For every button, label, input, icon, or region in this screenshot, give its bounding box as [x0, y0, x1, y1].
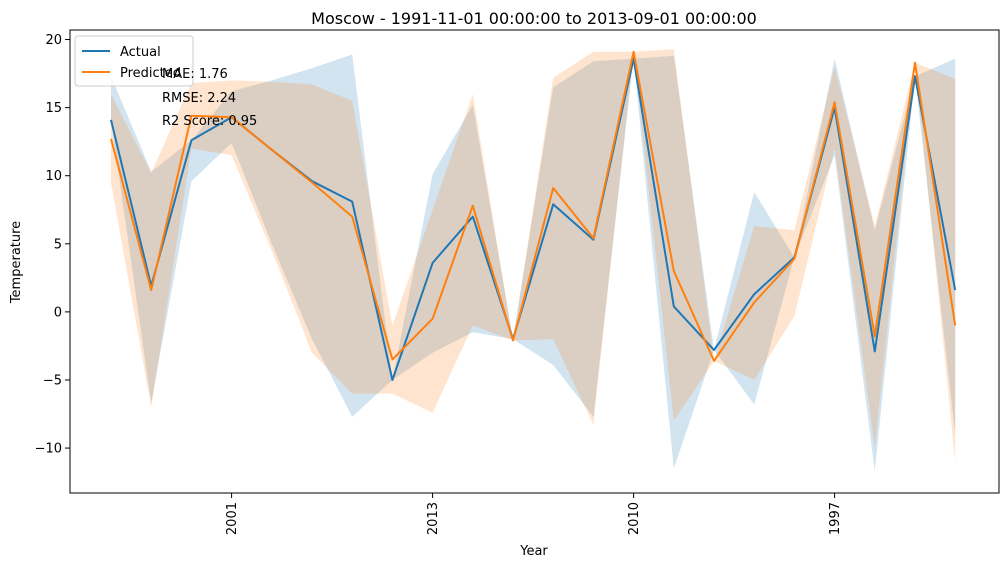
x-tick-label: 1997: [828, 502, 843, 535]
x-tick-label: 2001: [225, 502, 240, 535]
y-tick-label: 15: [45, 101, 62, 116]
legend-label-actual: Actual: [120, 45, 161, 60]
axes-frame: [69, 29, 1000, 494]
y-tick-label: 0: [54, 305, 62, 320]
series-line-predicted: [110, 50, 957, 362]
y-tick-label: 10: [45, 169, 62, 184]
metrics-annotation: MAE: 1.76 RMSE: 2.24 R2 Score: 0.95: [162, 67, 257, 129]
x-axis: 2001 2013 2010 1997: [225, 493, 843, 535]
x-tick-label: 2013: [426, 502, 441, 535]
y-tick-label: −10: [35, 442, 62, 457]
y-axis: −10 −5 0 5 10 15 20: [35, 33, 70, 457]
mae-text: MAE: 1.76: [162, 67, 228, 82]
y-tick-label: −5: [43, 373, 62, 388]
confidence-band-predicted: [111, 49, 956, 462]
rmse-text: RMSE: 2.24: [162, 91, 236, 106]
legend-box: [74, 35, 194, 87]
y-axis-label: Temperature: [9, 221, 24, 304]
x-axis-label: Year: [519, 544, 548, 559]
x-tick-label: 2010: [627, 502, 642, 535]
legend-label-predicted: Predicted: [120, 66, 181, 81]
y-tick-label: 20: [45, 33, 62, 48]
legend: Actual Predicted: [74, 35, 194, 87]
plot-area: [110, 49, 957, 472]
chart-title: Moscow - 1991-11-01 00:00:00 to 2013-09-…: [311, 9, 757, 28]
r2-score-text: R2 Score: 0.95: [162, 114, 257, 129]
y-tick-label: 5: [54, 237, 62, 252]
